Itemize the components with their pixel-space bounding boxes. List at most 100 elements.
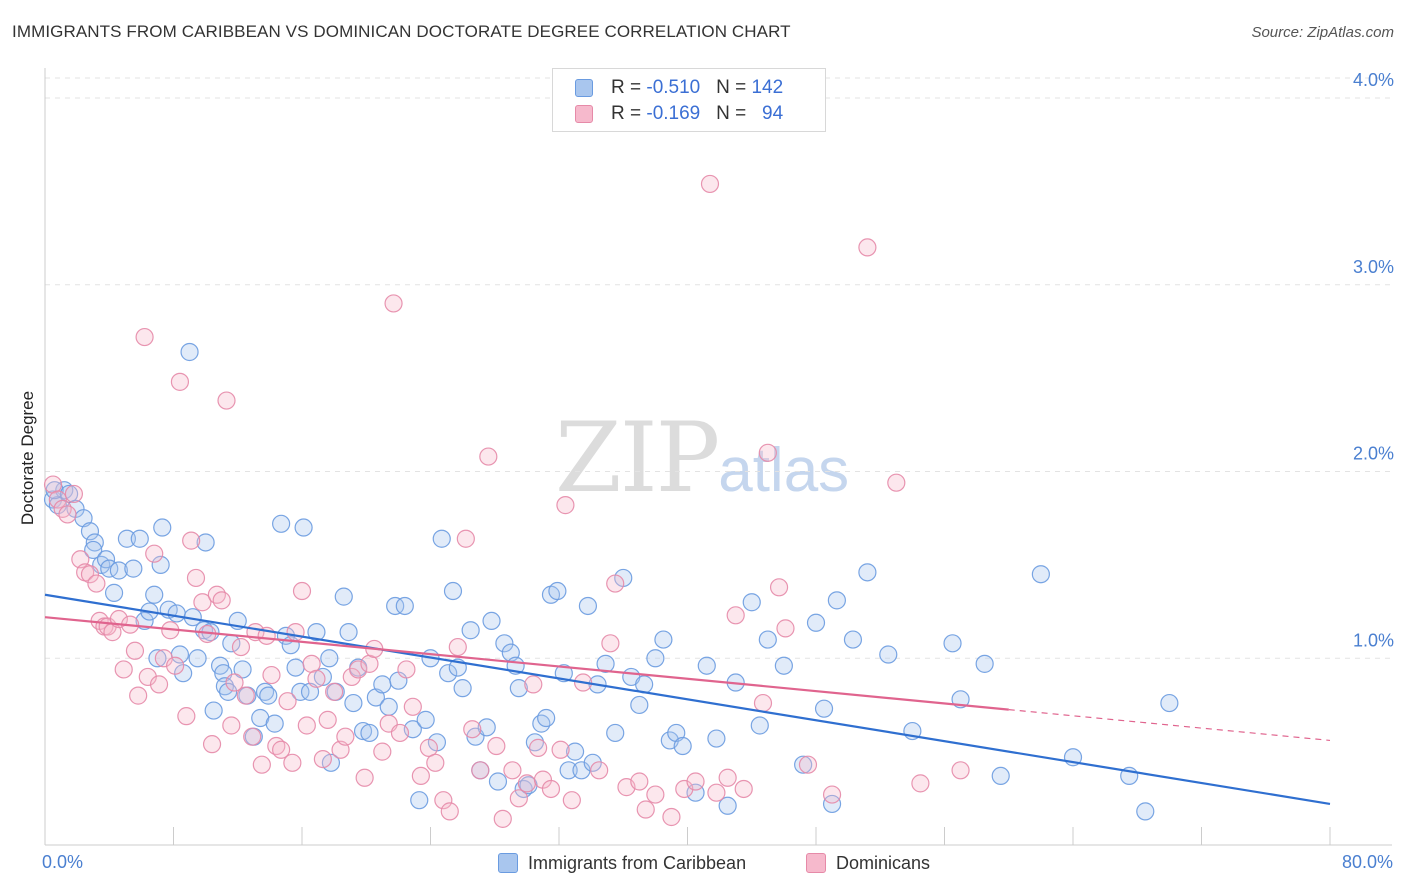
point-caribbean: [843, 630, 863, 649]
point-caribbean: [151, 555, 170, 574]
point-caribbean: [673, 736, 692, 756]
point-caribbean: [307, 623, 326, 642]
point-caribbean: [548, 581, 567, 601]
point-dominican: [212, 591, 231, 610]
point-caribbean: [353, 721, 373, 741]
point-caribbean: [360, 723, 379, 743]
point-caribbean: [104, 583, 124, 602]
point-caribbean: [488, 772, 508, 791]
point-dominican: [509, 789, 528, 808]
point-caribbean: [80, 522, 100, 541]
point-dominican: [822, 785, 842, 804]
point-dominican: [471, 761, 490, 780]
point-caribbean: [707, 729, 726, 748]
point-dominican: [217, 391, 236, 410]
x-tick-label-min: 0.0%: [42, 852, 83, 872]
point-caribbean: [286, 658, 305, 677]
point-caribbean: [991, 766, 1010, 786]
point-dominican: [551, 740, 570, 759]
point-caribbean: [124, 559, 143, 578]
point-caribbean: [477, 718, 496, 737]
trend-line-caribbean: [44, 593, 1331, 806]
axes: [44, 68, 1392, 846]
point-dominican: [373, 742, 392, 761]
point-caribbean: [742, 593, 761, 612]
point-dominican: [769, 578, 789, 597]
point-dominican: [272, 740, 291, 759]
point-dominican: [48, 490, 67, 509]
point-dominican: [798, 755, 818, 774]
point-dominican: [758, 443, 777, 462]
point-caribbean: [439, 664, 458, 683]
legend-n-label: N =: [716, 103, 752, 124]
point-dominican: [456, 529, 475, 548]
point-dominican: [517, 774, 536, 793]
point-caribbean: [943, 634, 962, 653]
chart-title: IMMIGRANTS FROM CARIBBEAN VS DOMINICAN D…: [12, 22, 791, 41]
legend-n-value-dominican: 94: [762, 103, 784, 124]
point-dominican: [80, 565, 100, 584]
point-dominican: [325, 682, 344, 701]
point-dominican: [426, 753, 445, 772]
point-dominican: [286, 623, 305, 642]
point-dominican: [186, 568, 206, 588]
point-dominican: [776, 619, 795, 638]
y-axis-title: Doctorate Degree: [18, 391, 37, 525]
legend-r-value-dominican: -0.169: [646, 103, 701, 124]
gridlines: [45, 77, 1392, 659]
point-dominican: [202, 735, 222, 754]
point-dominican: [707, 783, 726, 802]
point-dominican: [601, 634, 620, 653]
point-caribbean: [559, 761, 578, 780]
point-dominican: [541, 779, 561, 799]
point-dominican: [283, 753, 302, 772]
bottom-legend-label-dominican: Dominicans: [836, 853, 931, 873]
point-dominican: [170, 372, 190, 391]
point-dominican: [243, 727, 262, 746]
point-caribbean: [373, 675, 392, 694]
point-caribbean: [596, 654, 615, 673]
point-caribbean: [272, 514, 291, 533]
point-dominican: [529, 738, 548, 757]
point-dominican: [493, 809, 512, 828]
point-caribbean: [858, 563, 877, 582]
point-dominican: [64, 484, 84, 504]
trend-line-dominican: [44, 616, 1009, 711]
point-caribbean: [313, 667, 332, 687]
point-caribbean: [109, 561, 128, 580]
point-dominican: [463, 720, 482, 739]
point-caribbean: [1160, 693, 1179, 713]
point-caribbean: [259, 686, 278, 705]
y-tick-label: 1.0%: [1353, 630, 1394, 650]
point-dominican: [911, 774, 930, 793]
point-dominican: [349, 660, 368, 679]
point-caribbean: [395, 596, 414, 616]
point-dominican: [236, 686, 255, 705]
point-caribbean: [525, 733, 545, 752]
point-caribbean: [509, 679, 528, 698]
point-caribbean: [339, 623, 358, 642]
point-caribbean: [879, 645, 898, 664]
point-caribbean: [606, 723, 625, 743]
point-dominican: [313, 749, 332, 769]
point-dominican: [342, 667, 361, 687]
point-dominican: [177, 707, 196, 726]
point-caribbean: [495, 634, 514, 653]
point-dominican: [403, 697, 422, 716]
point-caribbean: [750, 716, 769, 735]
point-caribbean: [265, 714, 284, 733]
y-tick-label: 3.0%: [1353, 257, 1394, 277]
point-caribbean: [334, 587, 353, 606]
correlation-legend: R = -0.510 N = 142 R = -0.169 N = 94: [552, 68, 826, 132]
point-caribbean: [167, 604, 186, 623]
axis-labels: 1.0% 2.0% 3.0% 4.0% 0.0% 80.0% Doctorate Degre…: [18, 70, 1394, 872]
point-dominican: [734, 779, 753, 799]
point-caribbean: [233, 660, 252, 679]
point-dominican: [753, 693, 773, 713]
point-dominican: [858, 238, 877, 257]
point-caribbean: [84, 540, 103, 560]
point-caribbean: [145, 585, 164, 604]
point-caribbean: [320, 649, 339, 668]
point-caribbean: [443, 581, 463, 601]
point-caribbean: [344, 693, 363, 713]
